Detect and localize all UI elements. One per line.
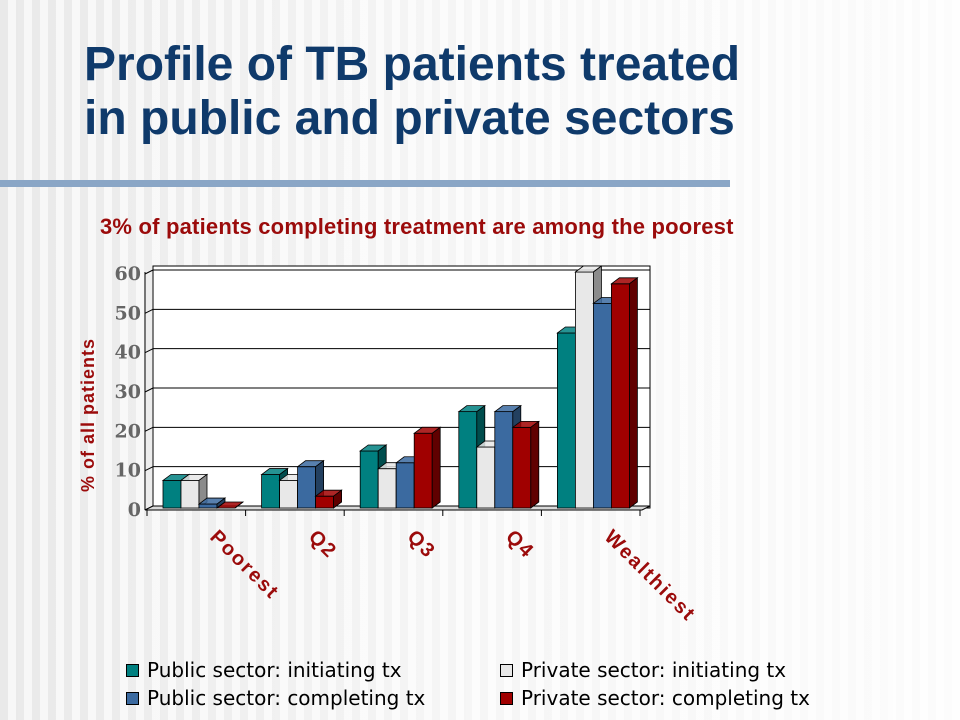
- bar: [377, 468, 397, 509]
- legend-item: Private sector: initiating tx: [500, 658, 786, 682]
- bar: [180, 480, 200, 509]
- bar: [395, 462, 415, 509]
- gridline-depth: [144, 348, 154, 354]
- bar-side: [431, 426, 441, 509]
- legend-swatch: [500, 691, 513, 705]
- title-divider: [0, 180, 730, 187]
- gridline-depth: [144, 308, 154, 314]
- x-tick-label: Q3: [403, 526, 440, 563]
- bar-side: [333, 489, 343, 509]
- x-tick-label: Wealthiest: [600, 526, 700, 626]
- gridline-depth: [144, 426, 154, 432]
- bar: [279, 480, 299, 509]
- legend-item: Public sector: initiating tx: [126, 658, 402, 682]
- x-tick-label: Q2: [304, 526, 341, 563]
- y-tick-label: 50: [115, 302, 141, 324]
- gridline-depth: [144, 466, 154, 472]
- slide-title-line-2: in public and private sectors: [84, 92, 735, 145]
- y-tick-label: 60: [115, 263, 141, 285]
- x-tick-label: Q4: [501, 526, 538, 563]
- y-tick-label: 10: [115, 460, 141, 482]
- bar: [198, 503, 218, 509]
- slide-title-line-1: Profile of TB patients treated: [84, 38, 741, 91]
- legend-swatch: [500, 663, 513, 677]
- bar: [315, 495, 335, 509]
- y-tick-label: 30: [115, 381, 141, 403]
- slide-title: Profile of TB patients treated in public…: [84, 38, 944, 146]
- bar: [512, 426, 532, 509]
- gridline-depth: [144, 387, 154, 393]
- bar: [575, 271, 594, 509]
- gridline-depth: [144, 269, 154, 275]
- y-tick-label: 40: [115, 342, 141, 364]
- legend-swatch: [126, 691, 139, 705]
- bar: [557, 332, 576, 509]
- bar: [611, 283, 630, 509]
- bar-side: [629, 276, 638, 509]
- bar: [494, 411, 514, 509]
- bar: [413, 432, 433, 509]
- x-tick-label: Poorest: [205, 526, 283, 604]
- bar: [297, 466, 317, 509]
- bar-side: [530, 420, 540, 509]
- bar: [458, 411, 478, 509]
- bar: [476, 446, 496, 509]
- legend-label: Public sector: initiating tx: [147, 658, 402, 682]
- bar: [359, 450, 379, 509]
- legend-item: Public sector: completing tx: [126, 686, 425, 710]
- bar: [162, 480, 182, 509]
- legend-label: Public sector: completing tx: [147, 686, 426, 710]
- bar: [261, 474, 281, 509]
- legend-swatch: [126, 663, 139, 677]
- legend-label: Private sector: initiating tx: [521, 658, 787, 682]
- chart-subtitle: 3% of patients completing treatment are …: [100, 214, 734, 239]
- legend-item: Private sector: completing tx: [500, 686, 810, 710]
- y-tick-label: 20: [115, 420, 141, 442]
- bar-side: [234, 501, 244, 509]
- bar: [593, 303, 612, 509]
- legend-label: Private sector: completing tx: [521, 686, 810, 710]
- y-tick-label: 0: [128, 499, 141, 521]
